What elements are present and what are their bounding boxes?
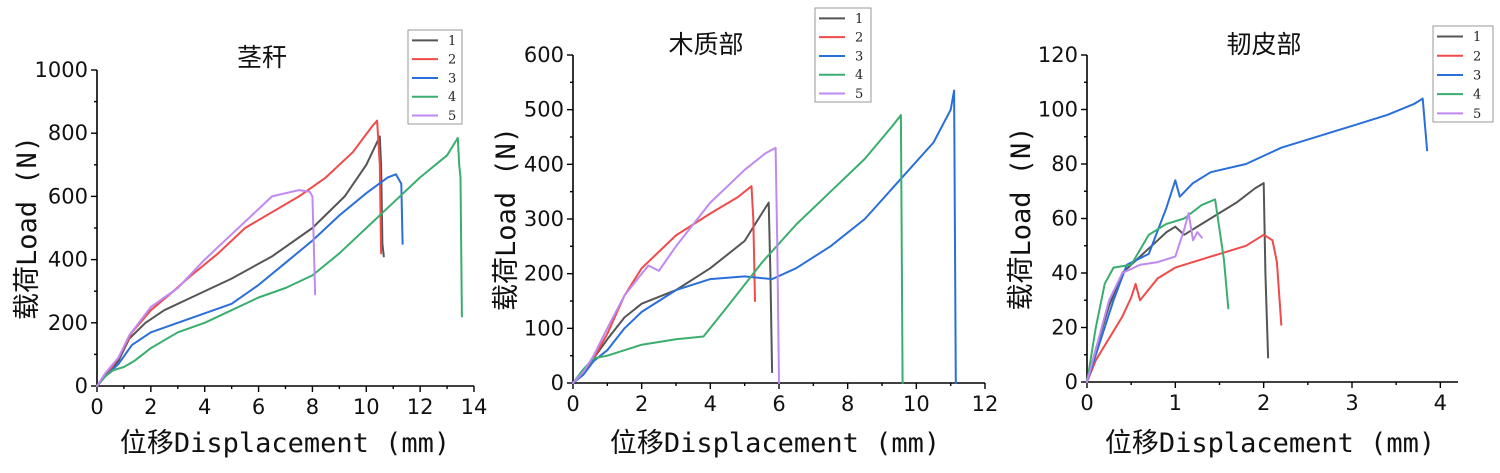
legend-label: 3 (855, 49, 863, 64)
y-tick-label: 0 (551, 371, 564, 395)
legend-label: 2 (1473, 49, 1481, 64)
series-line-3 (572, 89, 957, 384)
y-tick-label: 120 (1038, 43, 1078, 67)
x-tick-label: 6 (772, 392, 785, 416)
x-axis-title: 位移Displacement (mm) (120, 428, 450, 459)
y-tick-label: 100 (524, 316, 564, 340)
legend: 1 2 3 4 5 (1432, 25, 1494, 123)
y-axis-title: 载荷Load (N) (1006, 126, 1037, 310)
legend-label: 4 (1473, 88, 1481, 103)
x-tick-label: 0 (566, 392, 579, 416)
y-tick-label: 40 (1051, 261, 1078, 285)
series-line-4 (1086, 198, 1230, 383)
x-tick-label: 12 (972, 392, 999, 416)
series-line-2 (1086, 233, 1283, 383)
legend-label: 2 (448, 53, 456, 68)
legend-label: 1 (448, 34, 456, 49)
y-tick-label: 20 (1051, 316, 1078, 340)
series-line-3 (1086, 97, 1429, 383)
legend-label: 5 (1473, 107, 1481, 122)
y-tick-label: 400 (524, 152, 564, 176)
series-line-4 (572, 114, 904, 384)
y-axis-title: 载荷Load (N) (491, 127, 522, 311)
chart-1: 0 2 4 6 8 10 12 1402004006008001000位移Displaceme… (12, 29, 488, 459)
x-tick-label: 4 (704, 392, 717, 416)
series-line-5 (572, 146, 780, 384)
series-line-2 (572, 185, 756, 384)
chart-title: 韧皮部 (1226, 30, 1301, 59)
x-tick-label: 4 (1434, 391, 1447, 415)
x-tick-label: 8 (306, 395, 319, 419)
chart-title: 木质部 (668, 30, 743, 59)
y-tick-label: 80 (1051, 152, 1078, 176)
x-tick-label: 2 (144, 395, 157, 419)
x-tick-label: 1 (1169, 391, 1182, 415)
series-line-1 (1086, 182, 1270, 383)
legend-label: 5 (855, 87, 863, 102)
x-axis-title: 位移Displacement (mm) (1105, 428, 1435, 459)
legend-label: 5 (448, 109, 456, 124)
series-line-4 (96, 136, 463, 387)
y-tick-label: 600 (524, 43, 564, 67)
y-tick-label: 300 (524, 207, 564, 231)
series-line-3 (96, 173, 404, 387)
x-tick-label: 3 (1345, 391, 1358, 415)
legend-label: 1 (855, 12, 863, 27)
legend: 1 2 3 4 5 (814, 7, 872, 103)
x-tick-label: 4 (198, 395, 211, 419)
y-tick-label: 600 (48, 184, 88, 208)
y-tick-label: 400 (48, 248, 88, 272)
series-line-1 (96, 135, 385, 387)
y-tick-label: 100 (1038, 98, 1078, 122)
y-tick-label: 0 (75, 374, 88, 398)
legend-label: 3 (1473, 68, 1481, 83)
y-tick-label: 0 (1065, 370, 1078, 394)
x-tick-label: 2 (635, 392, 648, 416)
y-tick-label: 1000 (35, 58, 88, 82)
x-tick-label: 14 (461, 395, 488, 419)
legend: 1 2 3 4 5 (407, 29, 463, 125)
x-tick-label: 8 (841, 392, 854, 416)
x-tick-label: 10 (903, 392, 930, 416)
y-tick-label: 200 (48, 311, 88, 335)
legend-label: 2 (855, 31, 863, 46)
legend-label: 4 (855, 68, 863, 83)
chart-2: 0 2 4 6 8 10 120100200300400500600位移Displaceme… (491, 7, 999, 459)
chart-title: 茎秆 (237, 43, 287, 72)
x-tick-label: 12 (407, 395, 434, 419)
x-tick-label: 2 (1257, 391, 1270, 415)
legend-label: 4 (448, 90, 456, 105)
legend-label: 1 (1473, 30, 1481, 45)
x-tick-label: 10 (353, 395, 380, 419)
y-tick-label: 500 (524, 98, 564, 122)
y-tick-label: 200 (524, 262, 564, 286)
x-tick-label: 6 (252, 395, 265, 419)
x-axis-title: 位移Displacement (mm) (610, 428, 940, 459)
legend-label: 3 (448, 71, 456, 86)
x-tick-label: 0 (90, 395, 103, 419)
x-tick-label: 0 (1080, 391, 1093, 415)
y-tick-label: 800 (48, 121, 88, 145)
y-tick-label: 60 (1051, 207, 1078, 231)
y-axis-title: 载荷Load (N) (12, 136, 43, 320)
series-line-5 (96, 189, 317, 387)
series-line-5 (1086, 212, 1203, 383)
